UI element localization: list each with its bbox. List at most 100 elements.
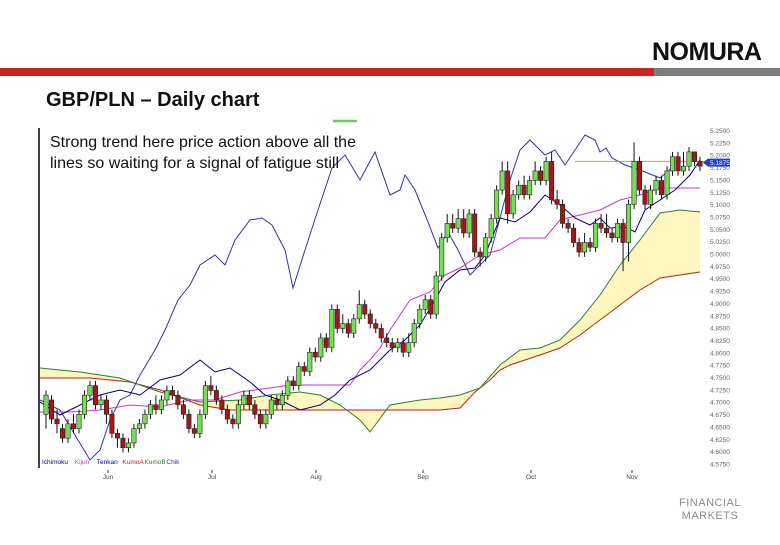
candle [81, 390, 87, 420]
y-tick-label: 5.2500 [710, 128, 730, 135]
y-tick-label: 4.8750 [710, 313, 730, 320]
candle [510, 190, 516, 219]
candle [87, 380, 93, 400]
candle [257, 409, 263, 429]
candle [279, 390, 285, 410]
candle [450, 213, 456, 233]
footer-label: FINANCIAL MARKETS [672, 497, 748, 523]
candle [494, 185, 500, 224]
candle [158, 395, 164, 415]
candle [48, 395, 54, 424]
candle [411, 318, 417, 348]
kijun-line [40, 187, 700, 413]
candle [362, 299, 368, 319]
legend-item: Tenkan [97, 459, 118, 466]
candle [213, 385, 219, 405]
candle [180, 399, 186, 420]
candle [329, 304, 335, 353]
y-tick-label: 5.2250 [710, 140, 730, 147]
candle [191, 423, 197, 439]
candle [488, 213, 494, 243]
candle [263, 409, 269, 429]
candle [142, 409, 148, 429]
candle [483, 232, 489, 262]
candle [532, 161, 538, 186]
x-tick-label: Jul [208, 474, 217, 481]
candle [241, 390, 247, 410]
current-price-tag: 5.1875 [703, 158, 730, 167]
candle [593, 218, 599, 253]
candle [549, 151, 555, 205]
candle [615, 218, 621, 243]
candle [285, 376, 291, 400]
candle [356, 290, 362, 324]
y-tick-label: 5.2000 [710, 153, 730, 160]
footer-line-1: FINANCIAL [679, 497, 741, 509]
candle [444, 213, 450, 243]
candle [543, 156, 549, 186]
candle [587, 237, 593, 253]
legend-item: Chik [166, 459, 180, 466]
nomura-logo: NOMURA [652, 38, 762, 66]
candle [103, 395, 109, 424]
y-axis: 5.2500 5.2250 5.2000 5.1750 5.1500 5.1250 5.10… [703, 128, 730, 468]
candle [620, 218, 626, 272]
y-tick-label: 4.7750 [710, 363, 730, 370]
candle [268, 395, 274, 420]
candle [59, 423, 65, 443]
candle [186, 409, 192, 434]
y-tick-label: 4.7500 [710, 375, 730, 382]
y-tick-label: 4.6750 [710, 412, 730, 419]
candle [653, 175, 659, 195]
candle [598, 213, 604, 233]
candle [406, 333, 412, 358]
y-tick-label: 4.8000 [710, 350, 730, 357]
candle [92, 380, 98, 410]
candle [169, 385, 175, 400]
candle [109, 409, 115, 439]
candle [499, 161, 505, 195]
candle [147, 399, 153, 420]
candle [65, 419, 71, 443]
candle [609, 228, 615, 243]
candle [274, 395, 280, 410]
x-tick-label: Nov [626, 474, 638, 481]
candle [351, 314, 357, 338]
y-tick-label: 4.8500 [710, 326, 730, 333]
y-tick-label: 4.9500 [710, 276, 730, 283]
candle [461, 209, 467, 238]
x-tick-label: Oct [526, 474, 536, 481]
candle [43, 390, 49, 429]
candle [631, 142, 637, 210]
y-tick-label: 4.6000 [710, 449, 730, 456]
candle [681, 151, 687, 176]
candle [125, 438, 131, 453]
y-tick-label: 4.7250 [710, 387, 730, 394]
candle [521, 175, 527, 200]
y-tick-label: 4.6250 [710, 437, 730, 444]
y-tick-label: 4.9000 [710, 301, 730, 308]
candle [296, 361, 302, 391]
candle [307, 347, 313, 377]
candle [565, 218, 571, 233]
candle [246, 390, 252, 410]
candle [576, 237, 582, 257]
x-axis: Jun Jul Aug Sep Oct Nov [103, 470, 639, 481]
candle [290, 376, 296, 391]
candle [175, 390, 181, 410]
candle [516, 180, 522, 200]
candle [153, 395, 159, 415]
candle [114, 428, 120, 448]
footer-line-2: MARKETS [681, 510, 739, 522]
candle [422, 295, 428, 315]
candle [538, 166, 544, 186]
candle [54, 409, 60, 434]
y-tick-label: 5.0750 [710, 214, 730, 221]
y-tick-label: 5.0500 [710, 227, 730, 234]
x-tick-label: Sep [417, 474, 429, 481]
candle [136, 419, 142, 434]
header-red-bar [0, 68, 654, 76]
candle [642, 185, 648, 210]
